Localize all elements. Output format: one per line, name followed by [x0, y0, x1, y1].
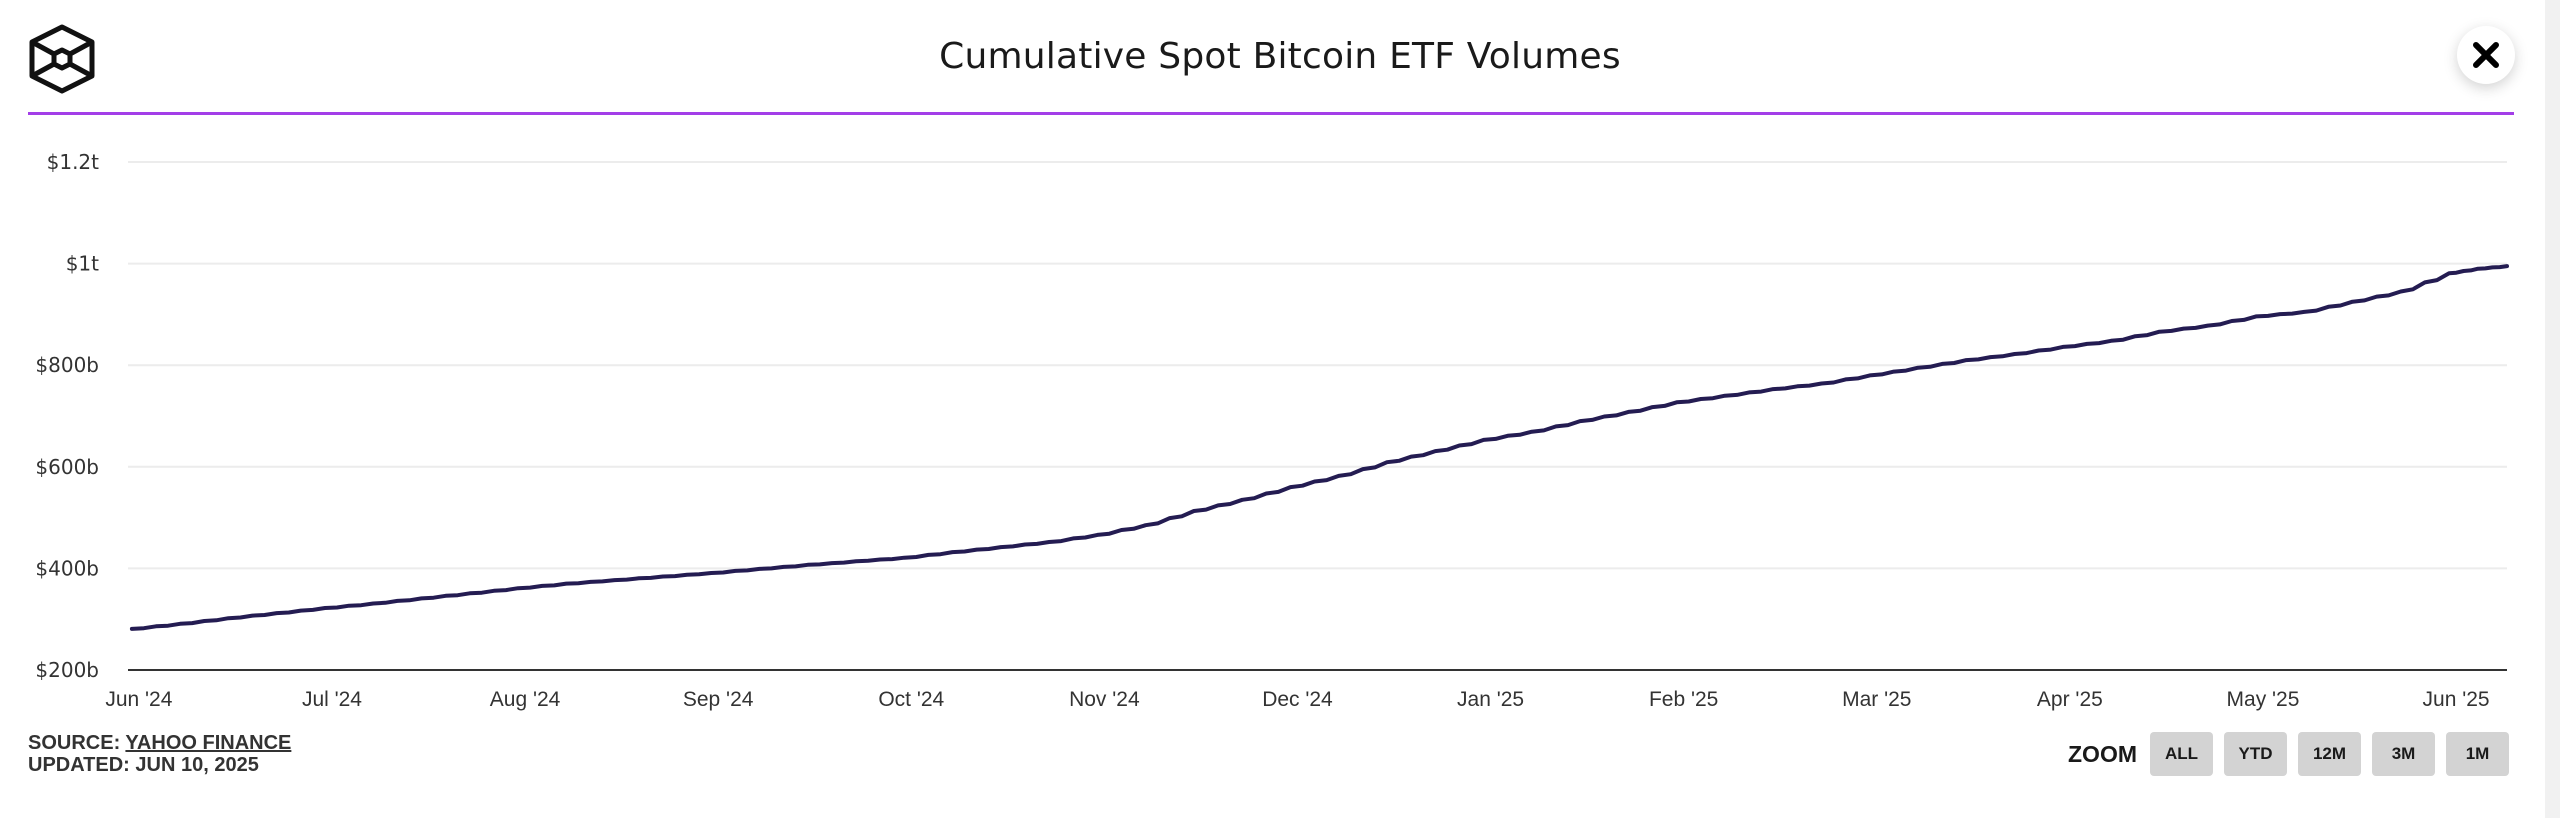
series-line-cumulative-volume [129, 264, 2509, 631]
y-tick-label: $600b [35, 455, 99, 479]
zoom-controls: ZOOM ALL YTD 12M 3M 1M [2068, 732, 2509, 776]
x-tick-label: Dec '24 [1262, 688, 1333, 711]
zoom-all-button[interactable]: ALL [2150, 732, 2213, 776]
gridlines [128, 161, 2507, 570]
chart-footer: SOURCE: YAHOO FINANCE UPDATED: JUN 10, 2… [28, 732, 291, 776]
close-icon [2473, 42, 2499, 68]
x-tick-label: Oct '24 [878, 688, 944, 711]
y-axis-ticks: $200b $400b $600b $800b $1t $1.2t [35, 150, 99, 682]
x-tick-label: Apr '25 [2037, 688, 2103, 711]
y-tick-label: $200b [35, 658, 99, 682]
zoom-label: ZOOM [2068, 740, 2137, 767]
line-chart: $200b $400b $600b $800b $1t $1.2t Jun '24 Jul … [35, 150, 2509, 711]
source-line: SOURCE: YAHOO FINANCE [28, 732, 291, 754]
x-tick-label: Jun '24 [105, 688, 172, 711]
x-tick-label: Aug '24 [490, 688, 561, 711]
x-tick-label: Feb '25 [1649, 688, 1718, 711]
y-tick-label: $400b [35, 556, 99, 580]
hexagon-cube-logo-icon [29, 24, 95, 94]
scrollbar-track[interactable] [2545, 0, 2560, 818]
updated-label: UPDATED: JUN 10, 2025 [28, 754, 259, 776]
zoom-ytd-button[interactable]: YTD [2224, 732, 2287, 776]
x-tick-label: May '25 [2227, 688, 2300, 711]
zoom-12m-button[interactable]: 12M [2298, 732, 2361, 776]
y-tick-label: $800b [35, 353, 99, 377]
x-tick-label: Mar '25 [1842, 688, 1911, 711]
x-axis-ticks: Jun '24 Jul '24 Aug '24 Sep '24 Oct '24 Nov '… [105, 688, 2489, 711]
zoom-3m-button[interactable]: 3M [2372, 732, 2435, 776]
x-tick-label: Nov '24 [1069, 688, 1140, 711]
x-tick-label: Jul '24 [302, 688, 362, 711]
y-tick-label: $1.2t [47, 150, 100, 174]
x-tick-label: Sep '24 [683, 688, 754, 711]
header-divider [28, 112, 2514, 115]
x-tick-label: Jan '25 [1457, 688, 1524, 711]
x-tick-label: Jun '25 [2423, 688, 2490, 711]
close-button[interactable] [2457, 26, 2515, 84]
source-link[interactable]: YAHOO FINANCE [125, 732, 292, 754]
zoom-1m-button[interactable]: 1M [2446, 732, 2509, 776]
chart-title: Cumulative Spot Bitcoin ETF Volumes [939, 36, 1621, 77]
source-label: SOURCE: [28, 732, 126, 754]
y-tick-label: $1t [66, 252, 99, 276]
